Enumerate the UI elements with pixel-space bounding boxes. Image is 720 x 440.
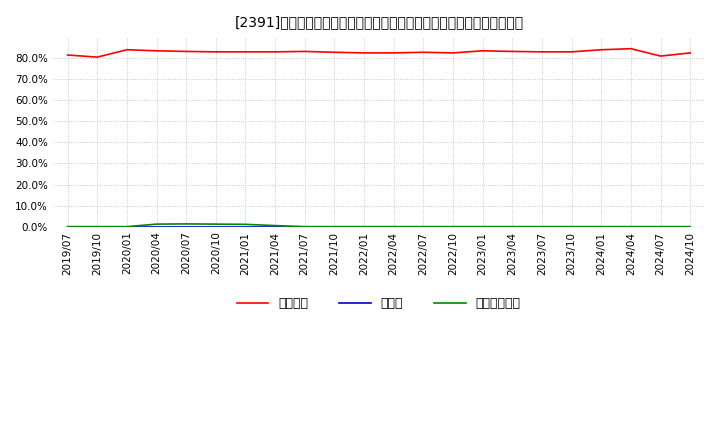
自己資本 [360, 50, 369, 55]
繰延税金資産 [656, 224, 665, 229]
自己資本 [449, 50, 457, 55]
のれん [538, 224, 546, 229]
繰延税金資産 [93, 224, 102, 229]
自己資本 [122, 47, 131, 52]
のれん [152, 224, 161, 229]
繰延税金資産 [508, 224, 517, 229]
Line: 繰延税金資産: 繰延税金資産 [68, 224, 690, 227]
のれん [300, 224, 309, 229]
繰延税金資産 [63, 224, 72, 229]
繰延税金資産 [686, 224, 695, 229]
のれん [508, 224, 517, 229]
のれん [478, 224, 487, 229]
のれん [567, 224, 576, 229]
繰延税金資産 [212, 221, 220, 227]
自己資本 [63, 52, 72, 58]
のれん [241, 224, 250, 229]
繰延税金資産 [241, 222, 250, 227]
自己資本 [182, 49, 191, 54]
自己資本 [478, 48, 487, 53]
のれん [360, 224, 369, 229]
のれん [212, 224, 220, 229]
自己資本 [241, 49, 250, 55]
繰延税金資産 [626, 224, 635, 229]
のれん [390, 224, 398, 229]
のれん [597, 224, 606, 229]
自己資本 [626, 46, 635, 51]
自己資本 [390, 50, 398, 55]
繰延税金資産 [419, 224, 428, 229]
Line: 自己資本: 自己資本 [68, 49, 690, 57]
自己資本 [686, 50, 695, 55]
繰延税金資産 [152, 221, 161, 227]
自己資本 [597, 47, 606, 52]
繰延税金資産 [182, 221, 191, 227]
自己資本 [93, 55, 102, 60]
繰延税金資産 [122, 224, 131, 229]
自己資本 [212, 49, 220, 55]
のれん [656, 224, 665, 229]
自己資本 [656, 53, 665, 59]
繰延税金資産 [271, 223, 279, 228]
のれん [182, 224, 191, 229]
繰延税金資産 [360, 224, 369, 229]
のれん [626, 224, 635, 229]
のれん [686, 224, 695, 229]
のれん [419, 224, 428, 229]
繰延税金資産 [449, 224, 457, 229]
Legend: 自己資本, のれん, 繰延税金資産: 自己資本, のれん, 繰延税金資産 [232, 292, 526, 315]
繰延税金資産 [390, 224, 398, 229]
のれん [330, 224, 338, 229]
自己資本 [419, 50, 428, 55]
のれん [93, 224, 102, 229]
繰延税金資産 [330, 224, 338, 229]
繰延税金資産 [597, 224, 606, 229]
自己資本 [538, 49, 546, 55]
のれん [122, 224, 131, 229]
Title: [2391]　自己資本、のれん、繰延税金資産の総資産に対する比率の推移: [2391] 自己資本、のれん、繰延税金資産の総資産に対する比率の推移 [234, 15, 523, 29]
自己資本 [300, 49, 309, 54]
自己資本 [271, 49, 279, 55]
繰延税金資産 [567, 224, 576, 229]
自己資本 [152, 48, 161, 53]
繰延税金資産 [478, 224, 487, 229]
自己資本 [330, 50, 338, 55]
のれん [63, 224, 72, 229]
自己資本 [508, 49, 517, 54]
自己資本 [567, 49, 576, 55]
繰延税金資産 [538, 224, 546, 229]
繰延税金資産 [300, 224, 309, 229]
のれん [449, 224, 457, 229]
のれん [271, 224, 279, 229]
